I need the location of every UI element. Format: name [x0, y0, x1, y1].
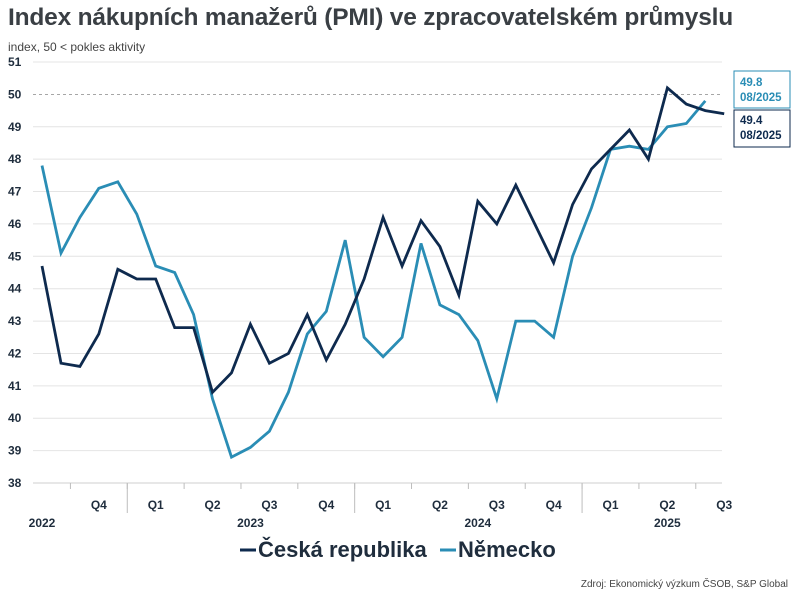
y-tick-label: 47 — [8, 185, 22, 199]
x-quarter-label: Q3 — [489, 498, 505, 512]
y-tick-label: 41 — [8, 379, 22, 393]
legend-label-nemecko: Německo — [458, 537, 556, 562]
callout-value: 49.8 — [740, 77, 763, 89]
legend-layer: Česká republika Německo — [240, 537, 556, 562]
callout-date: 08/2025 — [740, 92, 782, 104]
x-quarter-label: Q2 — [205, 498, 221, 512]
y-tick-label: 40 — [8, 411, 22, 425]
y-tick-label: 50 — [8, 87, 22, 101]
series-line-nemecko — [40, 99, 707, 460]
x-year-label: 2024 — [464, 516, 491, 530]
grid-layer — [33, 61, 722, 484]
y-tick-label: 49 — [8, 120, 22, 134]
x-year-label: 2023 — [237, 516, 264, 530]
x-quarter-label: Q2 — [659, 498, 675, 512]
y-tick-label: 42 — [8, 346, 22, 360]
callout-date: 08/2025 — [740, 130, 782, 142]
x-year-label: 2025 — [654, 516, 681, 530]
x-quarter-label: Q2 — [432, 498, 448, 512]
y-tick-label: 39 — [8, 444, 22, 458]
x-quarter-label: Q4 — [546, 498, 562, 512]
y-tick-label: 38 — [8, 476, 22, 490]
chart-title: Index nákupních manažerů (PMI) ve zpraco… — [8, 4, 733, 31]
y-tick-label: 43 — [8, 314, 22, 328]
x-quarter-label: Q3 — [716, 498, 732, 512]
source-note: Zdroj: Ekonomický výzkum ČSOB, S&P Globa… — [580, 579, 788, 590]
axis-layer: 38 39 40 41 42 43 44 45 46 47 48 49 50 51 Q4 Q1 Q2 Q3 Q4 Q1… — [8, 55, 733, 530]
y-tick-label: 48 — [8, 152, 22, 166]
y-tick-label: 45 — [8, 249, 22, 263]
series-line-ceska-republika — [40, 85, 725, 395]
x-quarter-label: Q1 — [375, 498, 391, 512]
y-tick-label: 46 — [8, 217, 22, 231]
callout-nemecko: 49.8 08/2025 — [733, 70, 791, 109]
y-tick-label: 44 — [8, 282, 22, 296]
x-quarter-label: Q4 — [91, 498, 107, 512]
legend: Česká republika Německo — [240, 537, 556, 562]
series-layer — [40, 85, 725, 460]
x-quarter-label: Q3 — [261, 498, 277, 512]
callout-box — [733, 70, 791, 109]
callout-value: 49.4 — [740, 115, 763, 127]
x-year-label: 2022 — [29, 516, 56, 530]
y-tick-label: 51 — [8, 55, 22, 69]
chart-subtitle: index, 50 < pokles aktivity — [8, 40, 146, 54]
callout-layer: 49.8 08/2025 49.4 08/2025 — [733, 70, 791, 148]
legend-label-ceska-republika: Česká republika — [258, 537, 428, 562]
x-quarter-label: Q1 — [602, 498, 618, 512]
x-quarter-label: Q4 — [318, 498, 334, 512]
callout-box — [733, 109, 791, 148]
callout-ceska-republika: 49.4 08/2025 — [733, 109, 791, 148]
x-quarter-label: Q1 — [148, 498, 164, 512]
